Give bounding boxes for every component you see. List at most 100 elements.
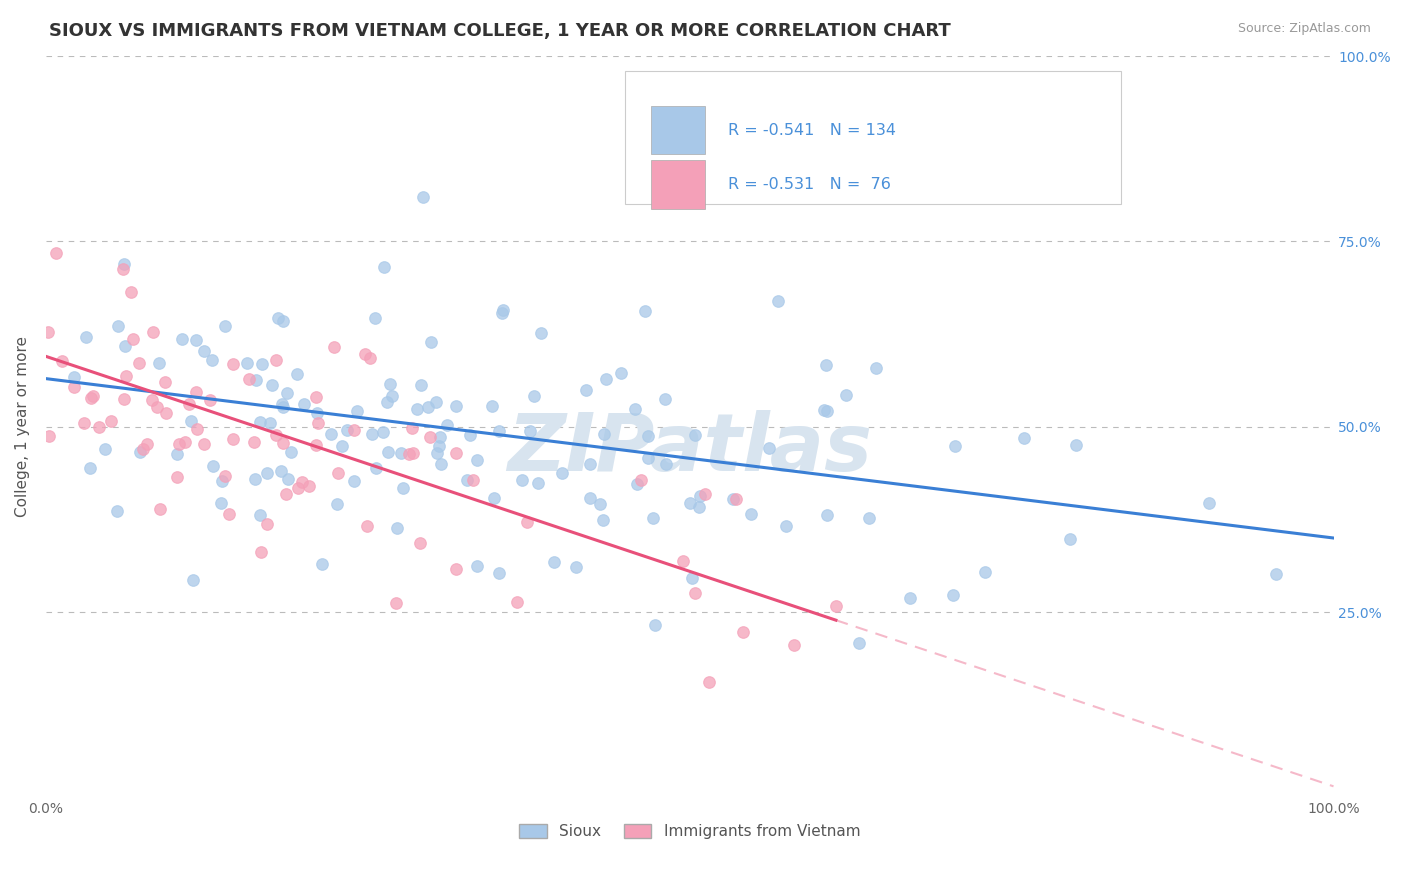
Point [270, 464, 292, 478]
Point [198, 392, 221, 407]
Point [276, 386, 298, 401]
Text: SIOUX VS IMMIGRANTS FROM VIETNAM COLLEGE, 1 YEAR OR MORE CORRELATION CHART: SIOUX VS IMMIGRANTS FROM VIETNAM COLLEGE… [49, 22, 950, 40]
Point [277, 472, 299, 486]
Point [637, 451, 659, 466]
Point [201, 352, 224, 367]
Point [461, 473, 484, 487]
Point [322, 340, 344, 354]
Point [305, 390, 328, 404]
Point [214, 469, 236, 483]
Point [679, 496, 702, 510]
Point [402, 446, 425, 460]
Point [174, 435, 197, 450]
Point [72, 416, 94, 430]
Text: R = -0.531   N =  76: R = -0.531 N = 76 [728, 177, 891, 192]
Point [848, 636, 870, 650]
Point [105, 504, 128, 518]
Point [354, 346, 377, 360]
Point [543, 555, 565, 569]
Point [311, 557, 333, 571]
FancyBboxPatch shape [626, 71, 1121, 204]
Point [579, 491, 602, 505]
Point [408, 536, 430, 550]
Point [170, 332, 193, 346]
Point [343, 474, 366, 488]
Point [943, 439, 966, 453]
Point [186, 422, 208, 436]
Point [373, 260, 395, 274]
Point [699, 675, 721, 690]
Point [420, 334, 443, 349]
Point [285, 367, 308, 381]
Point [214, 319, 236, 334]
Point [814, 359, 837, 373]
Point [202, 459, 225, 474]
Point [181, 573, 204, 587]
Point [385, 596, 408, 610]
Point [491, 306, 513, 320]
Point [575, 383, 598, 397]
Point [180, 414, 202, 428]
Point [136, 436, 159, 450]
Point [488, 566, 510, 581]
Point [148, 356, 170, 370]
Point [330, 440, 353, 454]
Point [155, 406, 177, 420]
Point [381, 389, 404, 403]
Point [430, 457, 453, 471]
Point [153, 376, 176, 390]
Point [416, 400, 439, 414]
Point [114, 339, 136, 353]
Point [271, 436, 294, 450]
Point [149, 502, 172, 516]
Point [378, 377, 401, 392]
Point [456, 473, 478, 487]
Point [112, 392, 135, 406]
Point [371, 425, 394, 439]
Point [685, 427, 707, 442]
Point [129, 445, 152, 459]
Point [146, 400, 169, 414]
Point [1198, 496, 1220, 510]
Point [592, 427, 614, 442]
Point [222, 432, 245, 446]
Point [505, 595, 527, 609]
Point [305, 438, 328, 452]
Point [107, 318, 129, 333]
Point [264, 353, 287, 368]
Point [775, 519, 797, 533]
Point [389, 446, 412, 460]
Point [815, 403, 838, 417]
Point [768, 293, 790, 308]
Point [114, 369, 136, 384]
Point [630, 473, 652, 487]
Point [609, 366, 631, 380]
Point [688, 500, 710, 515]
Point [249, 415, 271, 429]
Point [100, 414, 122, 428]
Point [142, 326, 165, 340]
Point [94, 442, 117, 457]
Point [186, 384, 208, 399]
Point [141, 392, 163, 407]
Point [128, 356, 150, 370]
Point [249, 508, 271, 522]
Point [363, 310, 385, 325]
Point [256, 467, 278, 481]
Point [398, 447, 420, 461]
Point [292, 397, 315, 411]
Point [273, 314, 295, 328]
Point [401, 421, 423, 435]
Point [641, 510, 664, 524]
Point [436, 417, 458, 432]
Point [319, 427, 342, 442]
Point [245, 373, 267, 387]
Point [184, 333, 207, 347]
Point [725, 492, 748, 507]
Point [259, 416, 281, 430]
Point [280, 444, 302, 458]
Point [75, 329, 97, 343]
Point [346, 404, 368, 418]
Point [637, 428, 659, 442]
Point [356, 519, 378, 533]
